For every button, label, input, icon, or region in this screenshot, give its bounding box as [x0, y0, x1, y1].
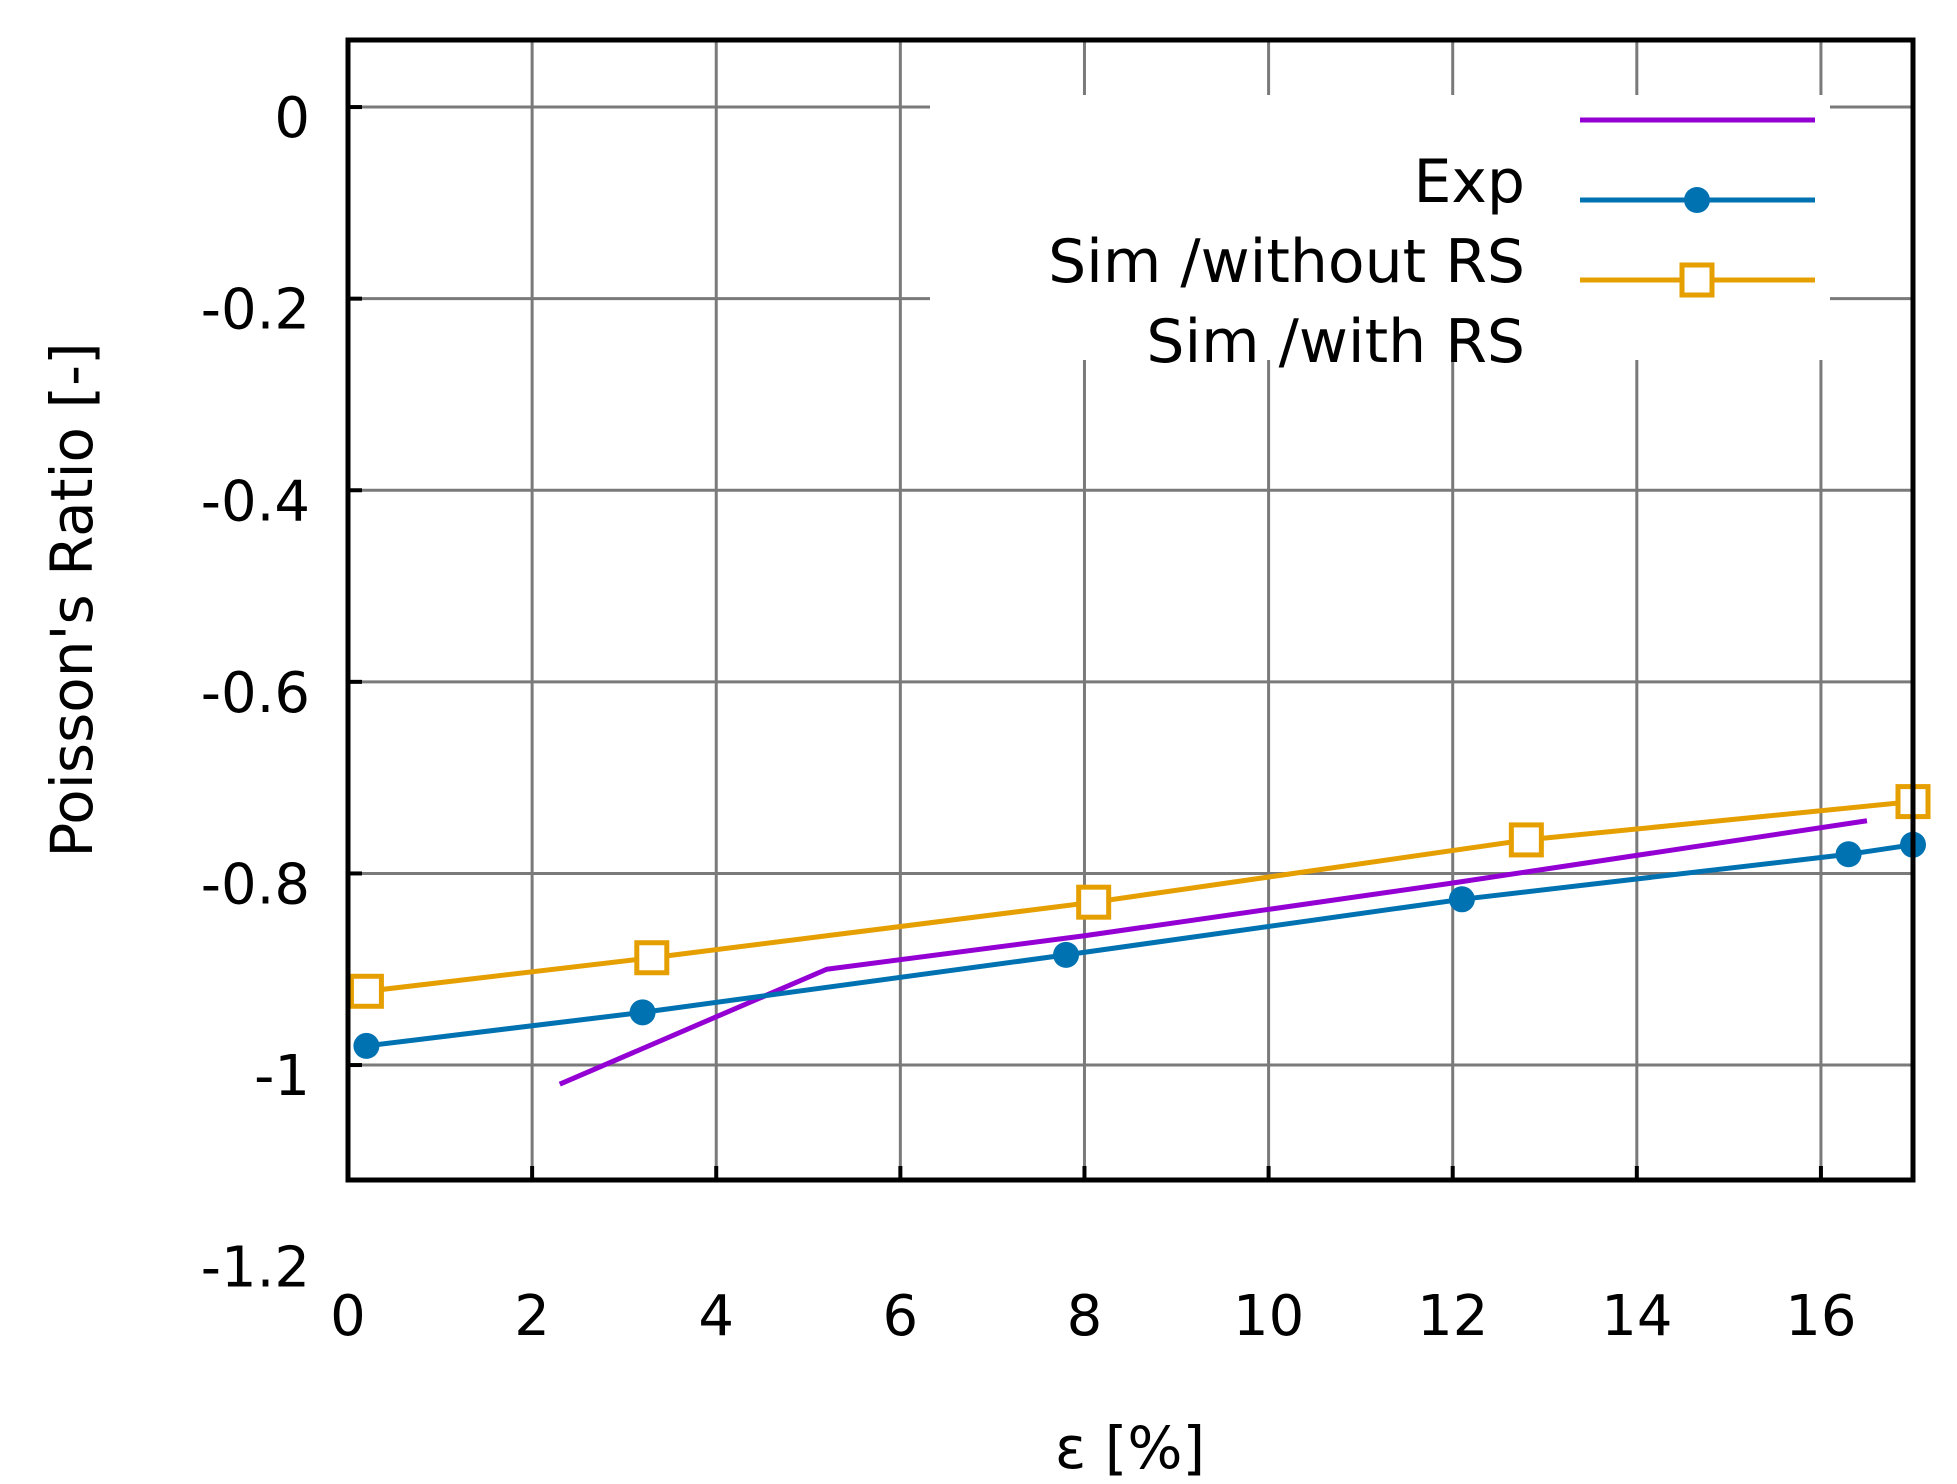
legend-label-exp: Exp — [1413, 147, 1525, 217]
x-tick-label-2: 2 — [514, 1284, 550, 1349]
x-tick-label-8: 8 — [1067, 1284, 1103, 1349]
y-tick-label--0.8: -0.8 — [201, 852, 310, 917]
x-tick-label-0: 0 — [330, 1284, 366, 1349]
point-sim-with-rs-3 — [1508, 822, 1544, 858]
point-sim-without-rs-0 — [353, 1032, 380, 1059]
legend: Exp Sim /without RS Sim /with RS — [930, 95, 1830, 377]
legend-label-sim-with-rs: Sim /with RS — [1146, 307, 1525, 377]
x-tick-label-14: 14 — [1601, 1284, 1672, 1349]
x-tick-label-4: 4 — [698, 1284, 734, 1349]
x-tick-label-10: 10 — [1233, 1284, 1304, 1349]
legend-marker-sim-with-rs — [1679, 262, 1715, 298]
y-tick-label--1: -1 — [254, 1044, 310, 1109]
x-axis-title: ε [%] — [1055, 1414, 1205, 1482]
series-line-exp — [558, 818, 1868, 1087]
legend-box — [930, 95, 1830, 360]
point-sim-without-rs-3 — [1448, 886, 1475, 913]
y-tick-label--1.2: -1.2 — [201, 1236, 310, 1301]
y-tick-label--0.2: -0.2 — [201, 278, 310, 343]
series-layer — [348, 784, 1931, 1087]
plot-frame — [345, 37, 1916, 1183]
y-axis-title: Poisson's Ratio [-] — [38, 342, 106, 857]
y-tick-label--0.6: -0.6 — [201, 661, 310, 726]
series-exp — [558, 818, 1868, 1087]
x-tick-label-16: 16 — [1785, 1284, 1856, 1349]
point-sim-without-rs-1 — [629, 999, 656, 1026]
point-sim-without-rs-4 — [1835, 841, 1862, 868]
point-sim-with-rs-2 — [1076, 884, 1112, 920]
y-tick-label-0: 0 — [274, 86, 310, 151]
series-sim-with-rs — [348, 784, 1931, 1009]
x-tick-label-12: 12 — [1417, 1284, 1488, 1349]
series-sim-without-rs — [353, 831, 1926, 1059]
y-tick-label--0.4: -0.4 — [201, 469, 310, 534]
legend-marker-sim-without-rs — [1684, 187, 1710, 213]
legend-label-sim-without-rs: Sim /without RS — [1048, 227, 1525, 297]
x-tick-label-6: 6 — [883, 1284, 919, 1349]
point-sim-with-rs-0 — [348, 973, 384, 1009]
ticks: 0 2 4 6 8 10 12 14 16 0 -0.2 -0.4 -0.6 -0.8 -1 -1.2 — [201, 86, 1857, 1349]
point-sim-without-rs-2 — [1053, 941, 1080, 968]
point-sim-with-rs-1 — [634, 940, 670, 976]
